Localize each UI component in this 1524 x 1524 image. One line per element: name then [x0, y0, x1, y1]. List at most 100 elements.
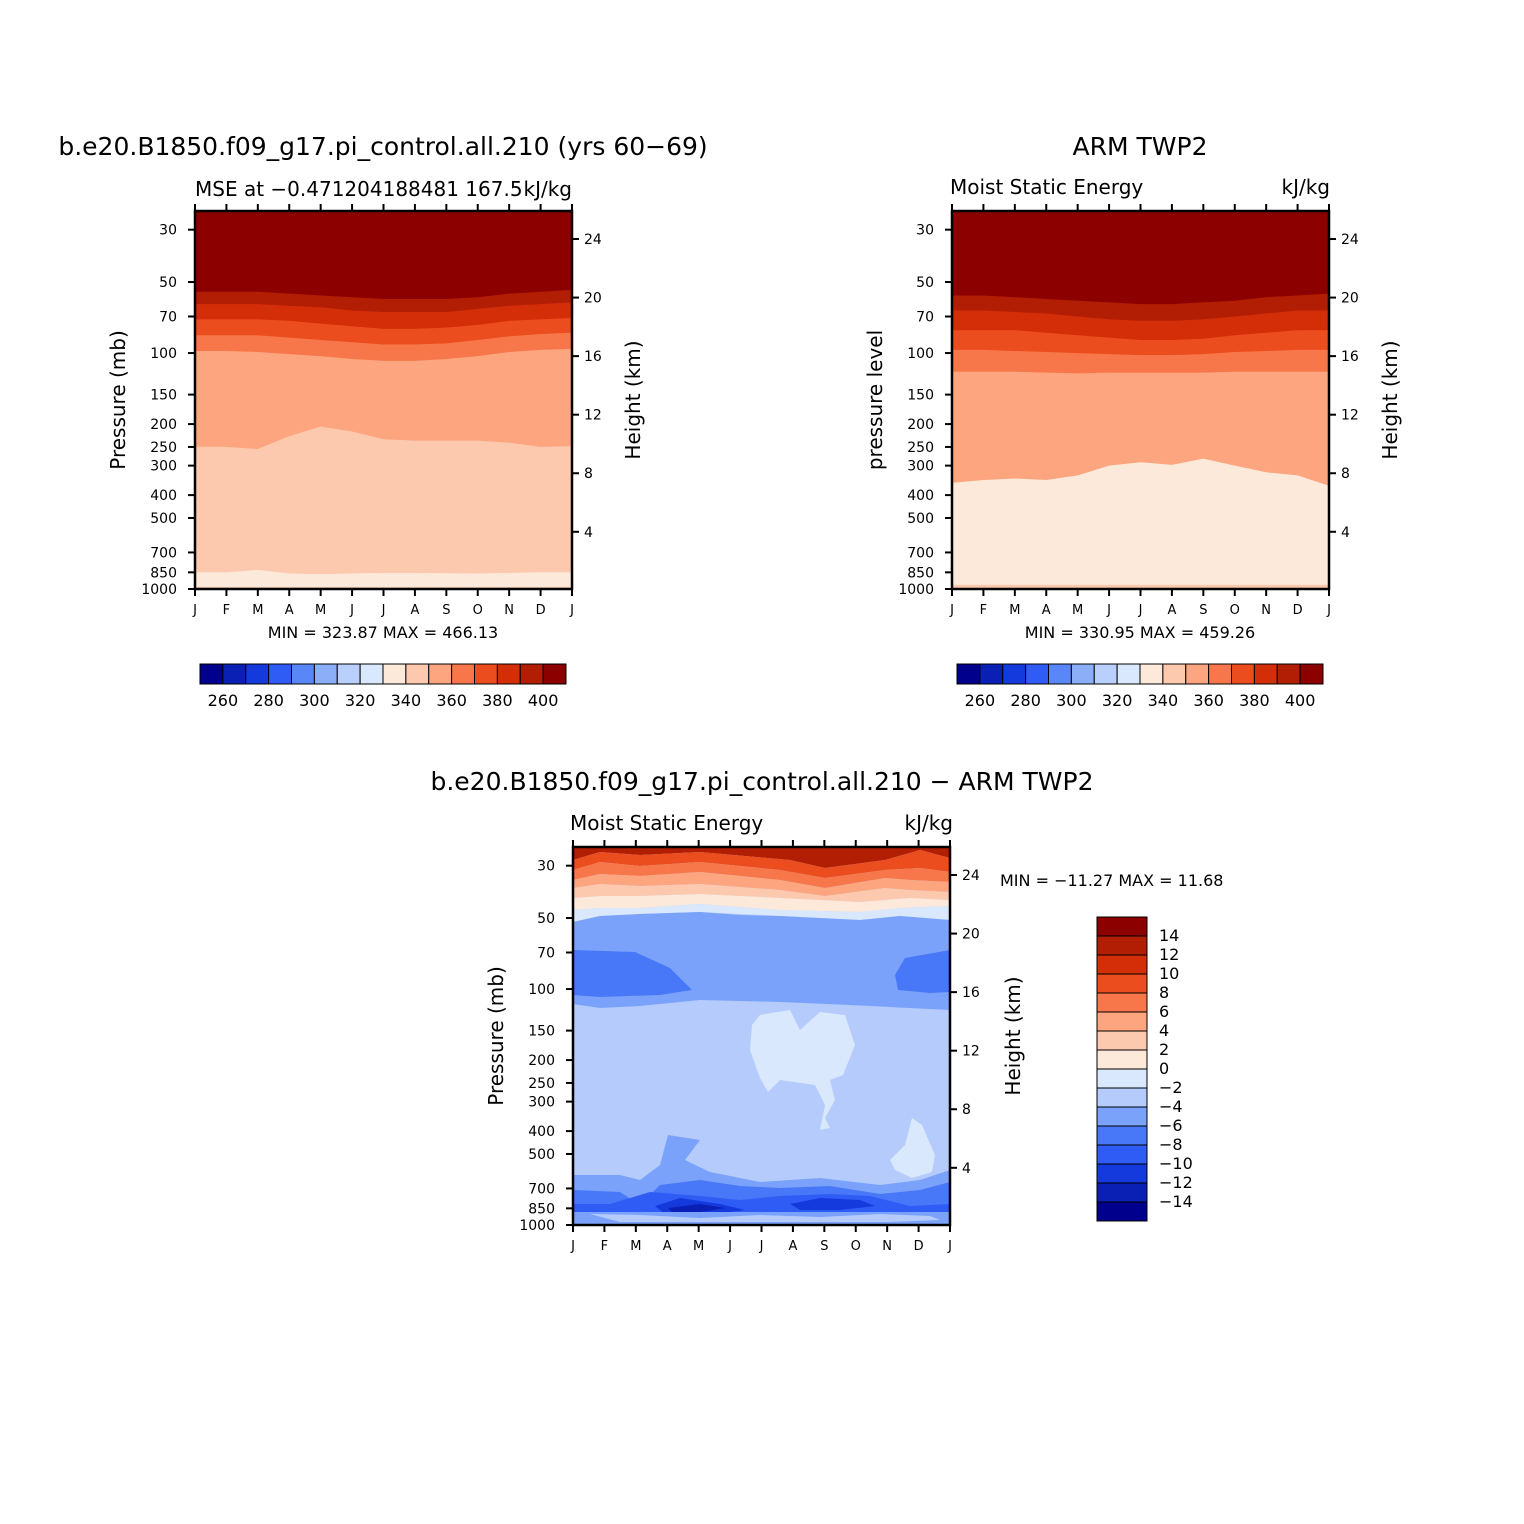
- band-surface: [952, 584, 1329, 589]
- band-2-4: [573, 894, 950, 912]
- y-tick-label: 70: [916, 310, 934, 326]
- min-max-label: MIN = −11.27 MAX = 11.68: [1000, 871, 1223, 890]
- y-tick-label: 250: [907, 440, 934, 456]
- colorbar-box: [1096, 1125, 1148, 1146]
- band-above-14: [573, 847, 950, 868]
- y-tick-label-right: 16: [962, 985, 980, 1001]
- chart-title: b.e20.B1850.f09_g17.pi_control.all.210 (…: [58, 132, 707, 161]
- right-string: kJ/kg: [1282, 175, 1331, 199]
- colorbar-box: [268, 663, 292, 685]
- band-minus8-minus6-dec: [895, 950, 950, 993]
- y-tick-label-right: 4: [584, 525, 593, 541]
- y-tick-label-right: 16: [584, 349, 602, 365]
- colorbar-box: [222, 663, 247, 685]
- y-tick-label: 250: [150, 440, 177, 456]
- colorbar-box: [979, 663, 1004, 685]
- min-max-label: MIN = 323.87 MAX = 466.13: [268, 623, 498, 642]
- x-tick-label: D: [536, 603, 546, 618]
- x-tick-label: A: [1042, 603, 1051, 618]
- y-tick-label: 150: [150, 388, 177, 404]
- band-minus2-0-blob: [750, 1010, 855, 1130]
- colorbar-box: [1096, 992, 1148, 1013]
- colorbar: 260 280 300 320 340 360 380 400: [956, 663, 1324, 710]
- y-tick-label: 30: [916, 223, 934, 239]
- colorbar-box: [1002, 663, 1027, 685]
- colorbar-box: [1025, 663, 1049, 685]
- x-tick-label: S: [1199, 603, 1207, 618]
- axes: J F M A M J J A S O N D J 30 50 70 100 150 200 250 300 400 500…: [519, 840, 980, 1254]
- band-below-minus12: [668, 1204, 725, 1212]
- colorbar-label: 300: [1056, 691, 1087, 710]
- y-tick-label: 850: [150, 565, 177, 581]
- colorbar-box: [542, 663, 567, 685]
- y-tick-label: 850: [528, 1201, 555, 1217]
- panel-model: b.e20.B1850.f09_g17.pi_control.all.210 (…: [58, 132, 707, 710]
- colorbar-label: −14: [1159, 1192, 1193, 1211]
- colorbar-label: 280: [1010, 691, 1041, 710]
- colorbar-label: 8: [1159, 983, 1169, 1002]
- band-10-14: [573, 850, 950, 878]
- colorbar-label: 320: [345, 691, 376, 710]
- axes: J F M A M J J A S O N D J 30 50 70 100 150 200 250 300 400 500…: [898, 204, 1359, 618]
- x-tick-label: D: [914, 1239, 924, 1254]
- colorbar-box: [1096, 1011, 1148, 1032]
- x-tick-label: J: [570, 1239, 575, 1254]
- y-tick-label-right: 24: [584, 232, 602, 248]
- colorbar-label: 360: [436, 691, 467, 710]
- axes: J F M A M J J A S O N D J 30 50 70 100 150 200 250 300 400 500…: [141, 204, 602, 618]
- y-tick-label: 1000: [898, 582, 934, 598]
- y-axis-label: Pressure (mb): [484, 966, 508, 1106]
- y-tick-label-right: 4: [1341, 525, 1350, 541]
- x-tick-label: M: [1009, 603, 1020, 618]
- x-tick-label: J: [947, 1239, 952, 1254]
- colorbar-label: 360: [1193, 691, 1224, 710]
- contour-field: [573, 847, 950, 1225]
- x-tick-label: O: [851, 1239, 861, 1254]
- colorbar-box: [313, 663, 338, 685]
- colorbar-box: [1096, 1144, 1148, 1165]
- y-tick-label: 250: [528, 1076, 555, 1092]
- x-tick-label: M: [1072, 603, 1083, 618]
- x-tick-label: A: [663, 1239, 672, 1254]
- x-tick-label: A: [410, 603, 419, 618]
- left-string: Moist Static Energy: [950, 175, 1143, 199]
- y-tick-label-right: 24: [1341, 232, 1359, 248]
- y-tick-label-right: 4: [962, 1161, 971, 1177]
- chart-title: ARM TWP2: [1073, 132, 1208, 161]
- colorbar-label: 380: [482, 691, 513, 710]
- band-minus4-minus2-surface: [590, 1214, 940, 1222]
- colorbar-box: [1096, 1087, 1148, 1108]
- colorbar-label: 340: [1148, 691, 1179, 710]
- y-tick-label-right: 20: [584, 291, 602, 307]
- colorbar-box: [291, 663, 315, 685]
- x-tick-label: J: [727, 1239, 732, 1254]
- band-4-6: [573, 884, 950, 902]
- colorbar-label: −10: [1159, 1154, 1193, 1173]
- colorbar-box: [382, 663, 407, 685]
- y-tick-label-right: 20: [1341, 291, 1359, 307]
- y-tick-label: 300: [907, 459, 934, 475]
- x-tick-label: F: [601, 1239, 608, 1254]
- y-tick-label: 100: [528, 982, 555, 998]
- y-tick-label: 300: [150, 459, 177, 475]
- x-tick-label: A: [285, 603, 294, 618]
- x-tick-label: J: [569, 603, 574, 618]
- colorbar-label: 14: [1159, 926, 1179, 945]
- colorbar-box: [1231, 663, 1255, 685]
- y-tick-label-right: 24: [962, 868, 980, 884]
- band-minus2-0-nov: [890, 1118, 935, 1178]
- y-tick-label: 400: [150, 488, 177, 504]
- colorbar-box: [1096, 1030, 1148, 1051]
- colorbar-box: [245, 663, 270, 685]
- y-tick-label: 500: [150, 511, 177, 527]
- x-tick-label: J: [759, 1239, 764, 1254]
- y-tick-label: 100: [907, 346, 934, 362]
- x-tick-label: M: [315, 603, 326, 618]
- y-tick-label: 850: [907, 565, 934, 581]
- x-tick-label: O: [1230, 603, 1240, 618]
- chart-title: b.e20.B1850.f09_g17.pi_control.all.210 −…: [430, 767, 1093, 796]
- x-tick-label: O: [473, 603, 483, 618]
- colorbar-label: 0: [1159, 1059, 1169, 1078]
